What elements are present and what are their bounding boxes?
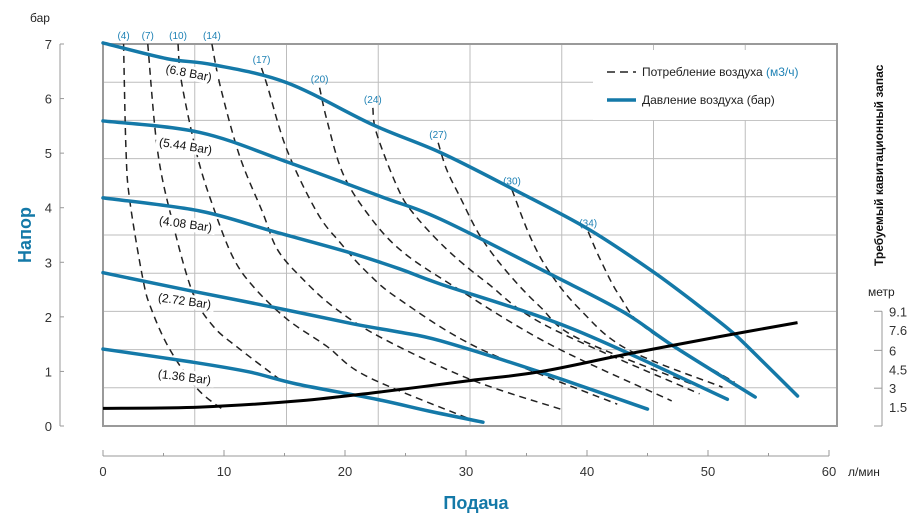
air-pressure-line — [101, 119, 757, 399]
y-tick-label: 7 — [45, 37, 52, 52]
air-consumption-label: (34) — [579, 219, 597, 230]
legend-air-pressure: Давление воздуха (бар) — [642, 93, 775, 107]
air-pressure-label: (5.44 Bar) — [158, 135, 213, 157]
y-tick-label: 4 — [45, 201, 52, 216]
grid — [102, 43, 838, 427]
y2-tick-label: 7.6 — [889, 323, 907, 338]
air-consumption-line — [318, 87, 673, 402]
y-tick-label: 6 — [45, 92, 52, 107]
axes: 0 1 2 3 4 5 6 7 0 10 20 30 40 50 60 1.5 3 4.5 6 7.6 9.1 — [45, 37, 907, 479]
air-consumption-line — [147, 43, 283, 382]
y2-tick-label: 1.5 — [889, 400, 907, 415]
y2-tick-label: 3 — [889, 381, 896, 396]
x-axis-title: Подача — [443, 493, 509, 513]
air-consumption-label: (10) — [169, 31, 187, 42]
air-consumption-label: (7) — [142, 31, 154, 42]
x-tick-label: 20 — [338, 464, 352, 479]
x-tick-label: 30 — [459, 464, 473, 479]
svg-text:Потребление воздуха (м3/ч): Потребление воздуха (м3/ч) — [642, 65, 799, 79]
air-consumption-line — [511, 189, 723, 388]
legend-background — [593, 50, 836, 120]
y2-tick-label: 9.1 — [889, 304, 907, 319]
air-consumption-line — [587, 231, 736, 383]
y-tick-label: 3 — [45, 255, 52, 270]
x-tick-label: 0 — [99, 464, 106, 479]
air-consumption-line — [260, 67, 618, 405]
y2-tick-label: 4.5 — [889, 362, 907, 377]
y-unit-label: бар — [30, 11, 50, 25]
y-tick-label: 5 — [45, 146, 52, 161]
legend-air-unit: (м3/ч) — [766, 65, 799, 79]
x-tick-label: 10 — [217, 464, 231, 479]
air-consumption-label: (30) — [503, 177, 521, 188]
npsh-line — [102, 321, 798, 410]
npsh-curve — [102, 321, 798, 410]
air-pressure-curves: (6.8 Bar)(5.44 Bar)(4.08 Bar)(2.72 Bar)(… — [101, 41, 800, 424]
y-tick-label: 1 — [45, 364, 52, 379]
air-pressure-line — [101, 347, 485, 424]
y-tick-label: 2 — [45, 310, 52, 325]
air-consumption-label: (20) — [311, 75, 329, 86]
air-consumption-line — [177, 43, 470, 420]
x-unit-label: л/мин — [848, 465, 880, 479]
y2-axis-title: Требуемый кавитационный запас — [872, 64, 886, 266]
air-consumption-line — [437, 142, 711, 392]
pressure-label-background — [154, 212, 217, 236]
air-consumption-label: (17) — [253, 55, 271, 66]
air-consumption-label: (14) — [203, 31, 221, 42]
plot-frame — [102, 43, 838, 427]
pressure-label-background — [154, 134, 217, 158]
air-consumption-line — [372, 107, 700, 395]
pressure-label-background — [157, 60, 220, 86]
air-pressure-line — [101, 41, 800, 398]
air-consumption-line — [211, 43, 561, 410]
air-pressure-label: (1.36 Bar) — [157, 367, 212, 387]
air-consumption-label: (24) — [364, 95, 382, 106]
x-tick-label: 60 — [822, 464, 836, 479]
y-tick-label: 0 — [45, 419, 52, 434]
x-tick-label: 50 — [701, 464, 715, 479]
legend-air-consumption: Потребление воздуха — [642, 65, 766, 79]
x-tick-label: 40 — [580, 464, 594, 479]
legend: Потребление воздуха (м3/ч) Давление возд… — [607, 65, 799, 107]
pressure-label-background — [153, 289, 216, 313]
air-consumption-label: (27) — [429, 130, 447, 141]
pressure-label-background — [153, 366, 216, 388]
air-pressure-line — [101, 196, 730, 402]
air-pressure-label: (4.08 Bar) — [158, 213, 213, 234]
air-consumption-label: (4) — [117, 31, 129, 42]
y-axis-title: Напор — [15, 207, 35, 263]
y2-unit-label: метр — [868, 285, 895, 299]
y2-tick-label: 6 — [889, 343, 896, 358]
